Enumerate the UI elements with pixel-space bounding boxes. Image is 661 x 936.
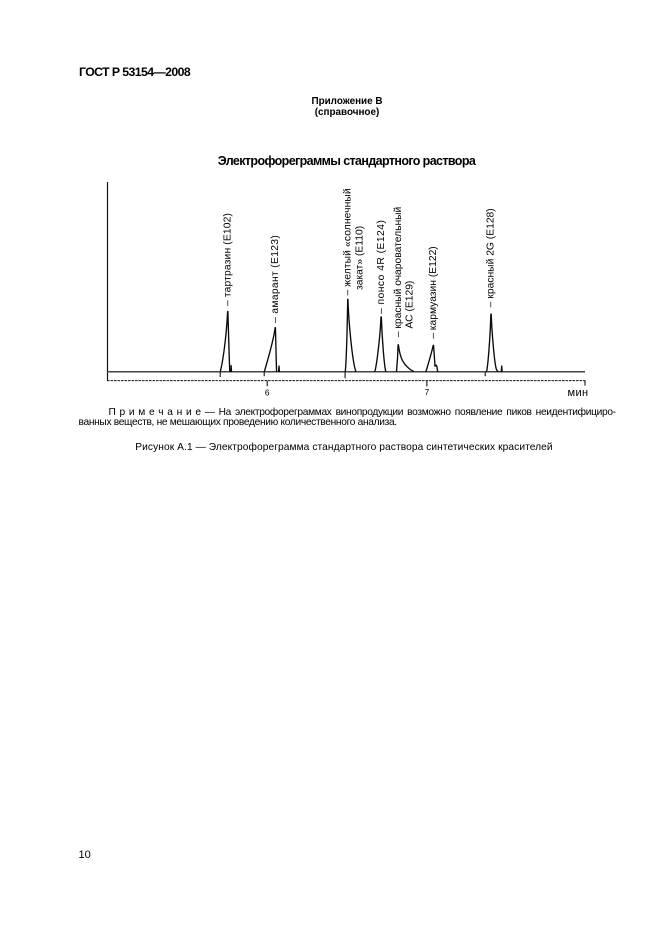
svg-text:– кармуазин (Е122): – кармуазин (Е122) xyxy=(428,246,439,339)
svg-text:– понсо 4R (Е124): – понсо 4R (Е124) xyxy=(376,220,387,314)
svg-text:АС (Е129): АС (Е129) xyxy=(404,281,415,329)
svg-text:– красный 2G (Е128): – красный 2G (Е128) xyxy=(486,208,497,307)
svg-text:– тартразин (Е102): – тартразин (Е102) xyxy=(223,213,234,306)
svg-text:– желтый «солнечный: – желтый «солнечный xyxy=(342,188,353,295)
svg-text:– красный очаровательный: – красный очаровательный xyxy=(393,206,404,337)
svg-text:7: 7 xyxy=(425,387,430,397)
svg-text:6: 6 xyxy=(265,388,270,398)
svg-text:закат» (Е110): закат» (Е110) xyxy=(354,226,365,290)
svg-text:– амарант (Е123): – амарант (Е123) xyxy=(270,235,281,323)
svg-text:мин: мин xyxy=(568,387,589,399)
